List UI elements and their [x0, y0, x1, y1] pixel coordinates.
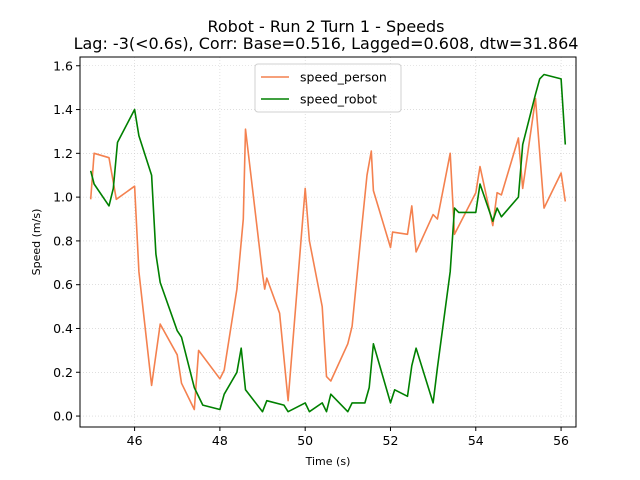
plot-frame [79, 56, 577, 428]
x-axis-label: Time (s) [305, 455, 351, 468]
tick-layer: 46 48 50 52 54 56 0.0 0.2 0.4 0.6 0.8 1.0 1.2 1.4 1.6 [53, 58, 569, 448]
chart-title: Robot - Run 2 Turn 1 - Speeds [207, 17, 444, 36]
legend-frame [254, 63, 402, 113]
series-line-speed-person [89, 97, 567, 411]
y-tick-label: 1.4 [53, 102, 73, 117]
x-tick-label: 48 [212, 433, 228, 448]
y-tick-label: 1.2 [53, 146, 73, 161]
x-tick-label: 46 [127, 433, 143, 448]
y-tick-label: 0.2 [53, 365, 73, 380]
x-tick-label: 56 [553, 433, 569, 448]
series-layer [89, 73, 567, 413]
y-tick-label: 0.8 [53, 233, 73, 248]
legend-label-speed-robot: speed_robot [300, 92, 377, 107]
y-tick-label: 0.4 [53, 321, 73, 336]
y-tick-label: 0.6 [53, 277, 73, 292]
chart-subtitle: Lag: -3(<0.6s), Corr: Base=0.516, Lagged… [74, 34, 579, 53]
series-line-speed-robot [89, 73, 567, 413]
x-tick-label: 50 [297, 433, 313, 448]
y-axis-label: Speed (m/s) [30, 209, 43, 276]
y-tick-label: 1.0 [53, 190, 73, 205]
legend-label-speed-person: speed_person [300, 70, 387, 85]
y-tick-label: 0.0 [53, 409, 73, 424]
y-tick-label: 1.6 [53, 58, 73, 73]
x-tick-label: 54 [468, 433, 484, 448]
x-tick-label: 52 [383, 433, 399, 448]
legend: speed_person speed_robot [254, 63, 402, 113]
